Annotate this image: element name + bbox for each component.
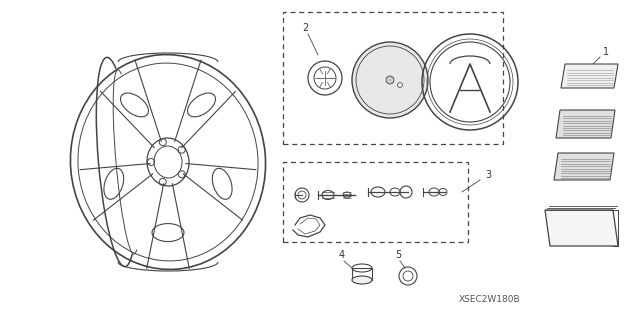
- Polygon shape: [554, 153, 614, 180]
- Ellipse shape: [352, 276, 372, 284]
- Text: 5: 5: [395, 250, 401, 260]
- Text: 3: 3: [485, 170, 491, 180]
- Polygon shape: [561, 64, 618, 88]
- Bar: [283, 12, 503, 144]
- Text: XSEC2W180B: XSEC2W180B: [459, 295, 521, 305]
- Circle shape: [352, 42, 428, 118]
- Polygon shape: [556, 110, 615, 138]
- Polygon shape: [545, 210, 618, 246]
- Circle shape: [356, 46, 424, 114]
- Bar: [352, 268, 372, 280]
- Text: 1: 1: [603, 47, 609, 57]
- Text: 4: 4: [339, 250, 345, 260]
- Bar: [283, 162, 468, 242]
- Text: 2: 2: [302, 23, 308, 33]
- Circle shape: [386, 76, 394, 84]
